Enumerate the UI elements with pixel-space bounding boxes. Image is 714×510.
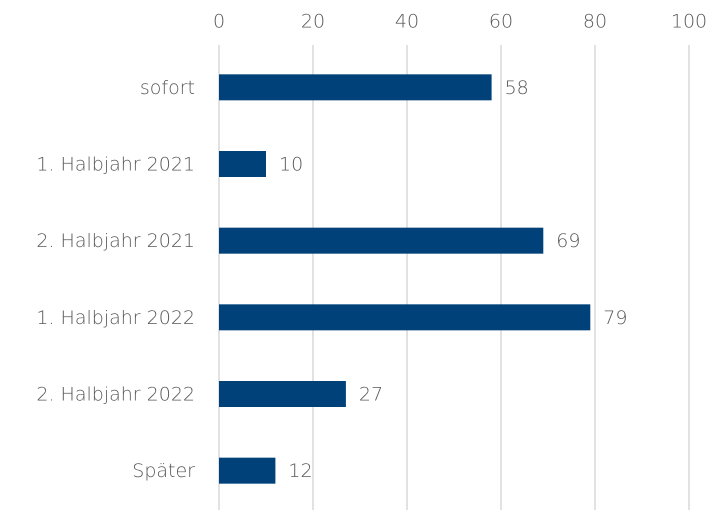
x-tick-label: 60 (489, 11, 513, 33)
bar (219, 74, 492, 101)
data-label: 58 (505, 77, 529, 99)
x-tick-label: 80 (583, 11, 607, 33)
bar (219, 227, 544, 254)
bar (219, 457, 276, 484)
x-tick-label: 20 (301, 11, 325, 33)
y-tick-label: 2. Halbjahr 2022 (36, 384, 195, 406)
y-tick-label: Später (132, 460, 195, 482)
y-tick-label: sofort (140, 77, 195, 99)
data-label: 69 (556, 230, 580, 252)
bar (219, 151, 266, 177)
y-tick-label: 2. Halbjahr 2021 (36, 230, 195, 252)
bar (219, 381, 346, 407)
y-tick-label: 1. Halbjahr 2022 (36, 307, 195, 329)
data-label: 10 (279, 154, 303, 176)
bar (219, 304, 591, 331)
y-tick-label: 1. Halbjahr 2021 (36, 154, 195, 176)
data-label: 12 (288, 460, 312, 482)
data-label: 27 (359, 384, 383, 406)
x-tick-label: 100 (671, 11, 707, 33)
x-tick-label: 0 (213, 11, 225, 33)
x-tick-label: 40 (395, 11, 419, 33)
data-label: 79 (603, 307, 627, 329)
